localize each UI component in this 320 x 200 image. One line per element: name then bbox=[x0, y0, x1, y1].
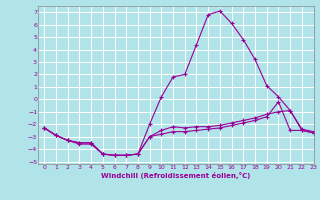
X-axis label: Windchill (Refroidissement éolien,°C): Windchill (Refroidissement éolien,°C) bbox=[101, 172, 251, 179]
